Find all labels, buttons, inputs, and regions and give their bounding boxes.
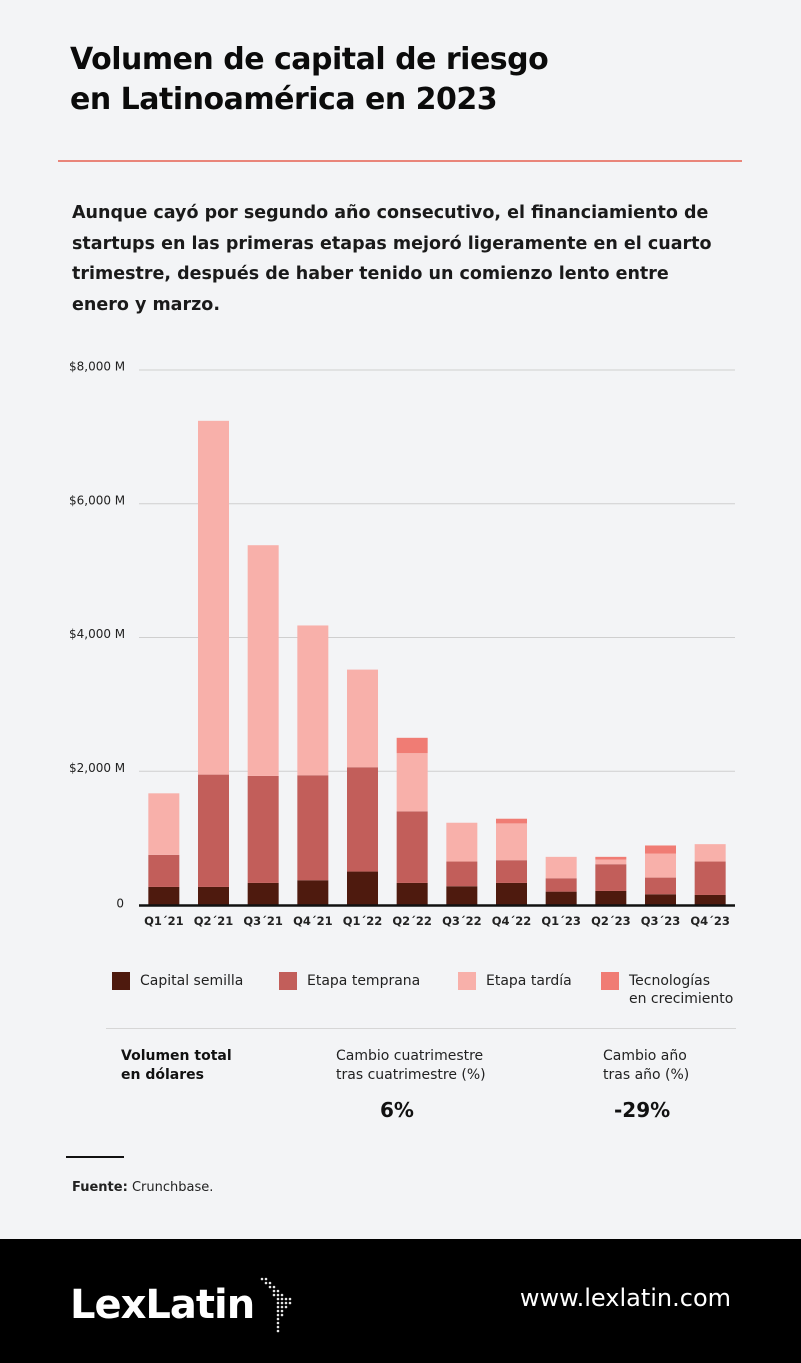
legend-item: Capital semilla bbox=[112, 972, 243, 990]
x-tick-label: Q1´22 bbox=[343, 914, 383, 928]
bar-segment-etapa-tardía bbox=[446, 822, 478, 862]
title-divider bbox=[58, 160, 742, 162]
qoq-change-label: Cambio cuatrimestre tras cuatrimestre (%… bbox=[336, 1048, 486, 1083]
legend-label: Etapa temprana bbox=[307, 973, 421, 989]
latin-america-map-icon bbox=[260, 1277, 292, 1333]
legend-swatch bbox=[112, 972, 130, 990]
footer: LexLatin www.lexlatin.com bbox=[0, 1239, 801, 1363]
logo-text: LexLatin bbox=[70, 1282, 255, 1328]
bar-segment-etapa-temprana bbox=[396, 811, 428, 883]
bar-segment-etapa-tardía bbox=[297, 625, 329, 776]
bar-segment-tecnologías-en-crecimiento bbox=[396, 737, 428, 754]
bar-segment-capital-semilla bbox=[297, 880, 329, 905]
title-line-2: en Latinoamérica en 2023 bbox=[70, 82, 498, 117]
bar-segment-etapa-temprana bbox=[297, 775, 329, 881]
yoy-change-label: Cambio año tras año (%) bbox=[603, 1048, 690, 1083]
bar-segment-capital-semilla bbox=[545, 891, 577, 905]
bar-segment-etapa-tardía bbox=[545, 856, 577, 879]
x-tick-label: Q3´22 bbox=[442, 914, 482, 928]
legend-label: Etapa tardía bbox=[486, 973, 572, 989]
bar-segment-capital-semilla bbox=[496, 882, 527, 905]
bar-segment-etapa-temprana bbox=[247, 775, 279, 883]
source-divider bbox=[66, 1156, 124, 1158]
qoq-change-value: 6% bbox=[380, 1098, 414, 1122]
bar-segment-capital-semilla bbox=[645, 894, 676, 905]
bar-segment-etapa-tardía bbox=[198, 420, 229, 775]
bar-segment-etapa-tardía bbox=[645, 853, 676, 878]
legend-divider bbox=[106, 1028, 736, 1029]
bar-segment-etapa-temprana bbox=[645, 877, 676, 895]
bar-segment-capital-semilla bbox=[396, 882, 428, 905]
y-tick-label: $4,000 M bbox=[69, 627, 125, 641]
bar-segment-etapa-temprana bbox=[595, 864, 627, 891]
legend-swatch bbox=[458, 972, 476, 990]
y-tick-label: 0 bbox=[116, 897, 124, 911]
bar-segment-capital-semilla bbox=[148, 886, 180, 905]
bar-segment-etapa-temprana bbox=[198, 774, 229, 887]
bar-segment-etapa-temprana bbox=[496, 860, 527, 883]
bar-segment-capital-semilla bbox=[347, 871, 378, 905]
bar-segment-capital-semilla bbox=[595, 890, 627, 905]
x-tick-label: Q1´21 bbox=[144, 914, 184, 928]
bar-segment-etapa-tardía bbox=[496, 823, 527, 861]
source-label: Fuente: bbox=[72, 1180, 128, 1195]
bar-segment-etapa-temprana bbox=[545, 878, 577, 892]
bar-segment-etapa-tardía bbox=[694, 844, 726, 862]
website-link[interactable]: www.lexlatin.com bbox=[519, 1284, 731, 1312]
stacked-bar-chart: 0 $2,000 M $4,000 M $6,000 M $8,000 M Q1´21 Q2… bbox=[69, 360, 735, 928]
yoy-change-value: -29% bbox=[614, 1098, 671, 1122]
legend-swatch bbox=[601, 972, 619, 990]
y-tick-label: $8,000 M bbox=[69, 360, 125, 374]
x-tick-label: Q2´22 bbox=[392, 914, 432, 928]
bar-segment-tecnologías-en-crecimiento bbox=[496, 818, 527, 824]
page-title: Volumen de capital de riesgo en Latinoam… bbox=[70, 40, 710, 120]
bar-segment-tecnologías-en-crecimiento bbox=[595, 856, 627, 860]
bar-segment-etapa-temprana bbox=[347, 767, 378, 872]
bar-segment-etapa-temprana bbox=[148, 854, 180, 887]
legend-label: Tecnologías en crecimiento bbox=[629, 973, 734, 1007]
x-tick-label: Q3´23 bbox=[641, 914, 681, 928]
x-tick-label: Q4´21 bbox=[293, 914, 333, 928]
bar-segment-etapa-tardía bbox=[247, 545, 279, 776]
x-tick-label: Q1´23 bbox=[541, 914, 581, 928]
source-note: Fuente: Crunchbase. bbox=[72, 1180, 213, 1195]
x-tick-label: Q4´23 bbox=[690, 914, 730, 928]
legend-swatch bbox=[279, 972, 297, 990]
bar-segment-capital-semilla bbox=[446, 886, 478, 905]
legend-item: Etapa temprana bbox=[279, 972, 420, 990]
bar-segment-etapa-tardía bbox=[396, 753, 428, 812]
lexlatin-logo: LexLatin bbox=[70, 1275, 296, 1335]
bar-segment-etapa-tardía bbox=[595, 859, 627, 865]
bar-segment-capital-semilla bbox=[247, 882, 279, 905]
legend-label: Capital semilla bbox=[140, 973, 244, 989]
bar-segment-etapa-tardía bbox=[347, 669, 378, 768]
bar-segment-etapa-temprana bbox=[446, 861, 478, 887]
x-tick-label: Q2´23 bbox=[591, 914, 631, 928]
title-line-1: Volumen de capital de riesgo bbox=[70, 42, 549, 77]
bar-segment-tecnologías-en-crecimiento bbox=[645, 845, 676, 854]
x-tick-label: Q4´22 bbox=[492, 914, 532, 928]
y-tick-label: $6,000 M bbox=[69, 493, 125, 507]
legend-item: Tecnologías en crecimiento bbox=[601, 972, 733, 1008]
x-tick-label: Q2´21 bbox=[194, 914, 234, 928]
chart-legend: Capital semilla Etapa temprana Etapa tardí… bbox=[112, 972, 752, 1022]
bar-segment-etapa-temprana bbox=[694, 861, 726, 895]
subtitle: Aunque cayó por segundo año consecutivo,… bbox=[72, 203, 712, 315]
y-tick-label: $2,000 M bbox=[69, 761, 125, 775]
source-value: Crunchbase. bbox=[131, 1180, 214, 1195]
x-tick-label: Q3´21 bbox=[243, 914, 283, 928]
bar-segment-etapa-tardía bbox=[148, 793, 180, 855]
total-volume-label: Volumen total en dólares bbox=[121, 1048, 232, 1083]
legend-item: Etapa tardía bbox=[458, 972, 572, 990]
bar-segment-capital-semilla bbox=[198, 886, 229, 905]
bar-segment-capital-semilla bbox=[694, 894, 726, 905]
